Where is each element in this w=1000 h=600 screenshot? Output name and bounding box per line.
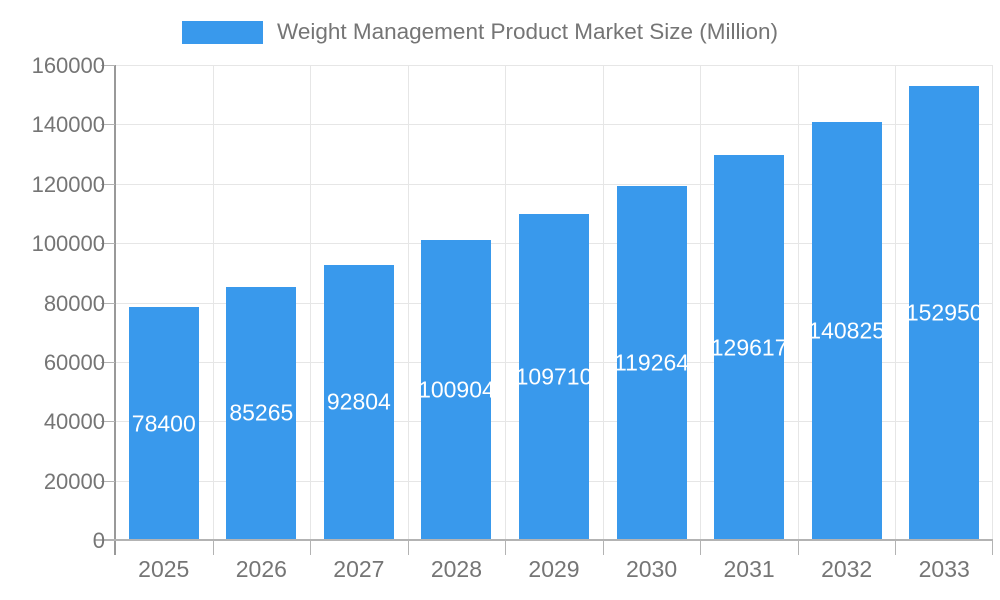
bar[interactable] — [421, 240, 492, 540]
chart-title: Weight Management Product Market Size (M… — [277, 19, 779, 44]
v-gridline — [505, 65, 506, 540]
bar-value-label: 100904 — [418, 376, 495, 403]
x-tick — [603, 541, 604, 555]
y-axis-tick-label: 20000 — [43, 468, 105, 494]
x-axis-tick-label: 2031 — [723, 556, 775, 582]
y-tick — [101, 65, 115, 66]
v-gridline — [700, 65, 701, 540]
v-gridline — [213, 65, 214, 540]
y-axis-tick-label: 160000 — [31, 53, 105, 78]
x-tick — [310, 541, 311, 555]
x-axis-tick-label: 2030 — [625, 556, 678, 582]
bar-value-label: 119264 — [614, 349, 690, 376]
plot-area — [115, 65, 993, 540]
y-axis-tick-label: 40000 — [43, 409, 105, 435]
x-tick — [408, 541, 409, 555]
x-tick — [505, 541, 506, 555]
bar[interactable] — [128, 307, 199, 540]
y-axis-line — [114, 65, 116, 555]
v-gridline — [408, 65, 409, 540]
v-gridline — [992, 65, 993, 540]
y-tick — [101, 183, 115, 185]
y-tick — [101, 302, 115, 304]
v-gridline — [310, 65, 311, 540]
h-gridline — [115, 65, 993, 66]
x-tick — [895, 541, 896, 555]
x-axis-tick-label: 2032 — [821, 556, 873, 582]
bar[interactable] — [714, 155, 785, 540]
x-axis-tick-label: 2028 — [430, 556, 483, 582]
legend[interactable]: Weight Management Product Market Size (M… — [182, 18, 778, 46]
bar-value-label: 85265 — [229, 399, 294, 426]
h-gridline — [115, 183, 993, 185]
x-tick — [798, 541, 799, 555]
y-axis-tick-label: 0 — [92, 528, 105, 553]
y-tick — [101, 243, 115, 245]
y-axis-tick-label: 100000 — [31, 231, 105, 257]
x-tick — [992, 541, 993, 555]
x-axis-tick-label: 2033 — [918, 556, 970, 582]
v-gridline — [603, 65, 604, 540]
y-tick — [101, 124, 115, 126]
bar[interactable] — [323, 264, 394, 540]
x-axis-tick-label: 2026 — [235, 556, 287, 582]
y-axis-tick-label: 120000 — [31, 171, 105, 197]
bar-value-label: 92804 — [326, 388, 391, 415]
bar[interactable] — [226, 286, 297, 540]
x-axis-tick-label: 2025 — [138, 556, 190, 582]
bar-value-label: 152950 — [905, 299, 983, 326]
bar-value-label: 140825 — [808, 317, 886, 344]
bar[interactable] — [616, 185, 687, 540]
y-tick — [101, 361, 115, 363]
h-gridline — [115, 124, 993, 126]
y-axis-tick-label: 60000 — [43, 349, 105, 375]
bar-value-label: 78400 — [131, 410, 196, 437]
x-axis-tick-label: 2029 — [528, 556, 580, 582]
bar[interactable] — [909, 85, 980, 540]
bar-value-label: 109710 — [515, 363, 593, 390]
bar[interactable] — [811, 121, 882, 540]
y-tick — [101, 480, 115, 482]
bar[interactable] — [519, 214, 589, 540]
x-axis-line — [95, 539, 993, 541]
y-axis-tick-label: 140000 — [31, 112, 105, 138]
y-axis-tick-label: 80000 — [43, 290, 105, 316]
v-gridline — [895, 65, 896, 540]
x-axis-tick-label: 2027 — [333, 556, 385, 582]
bar-value-label: 129617 — [710, 334, 788, 361]
y-tick — [101, 540, 115, 541]
legend-swatch[interactable] — [182, 20, 263, 44]
v-gridline — [798, 65, 799, 540]
x-tick — [213, 541, 214, 555]
y-tick — [101, 421, 115, 423]
x-tick — [700, 541, 701, 555]
